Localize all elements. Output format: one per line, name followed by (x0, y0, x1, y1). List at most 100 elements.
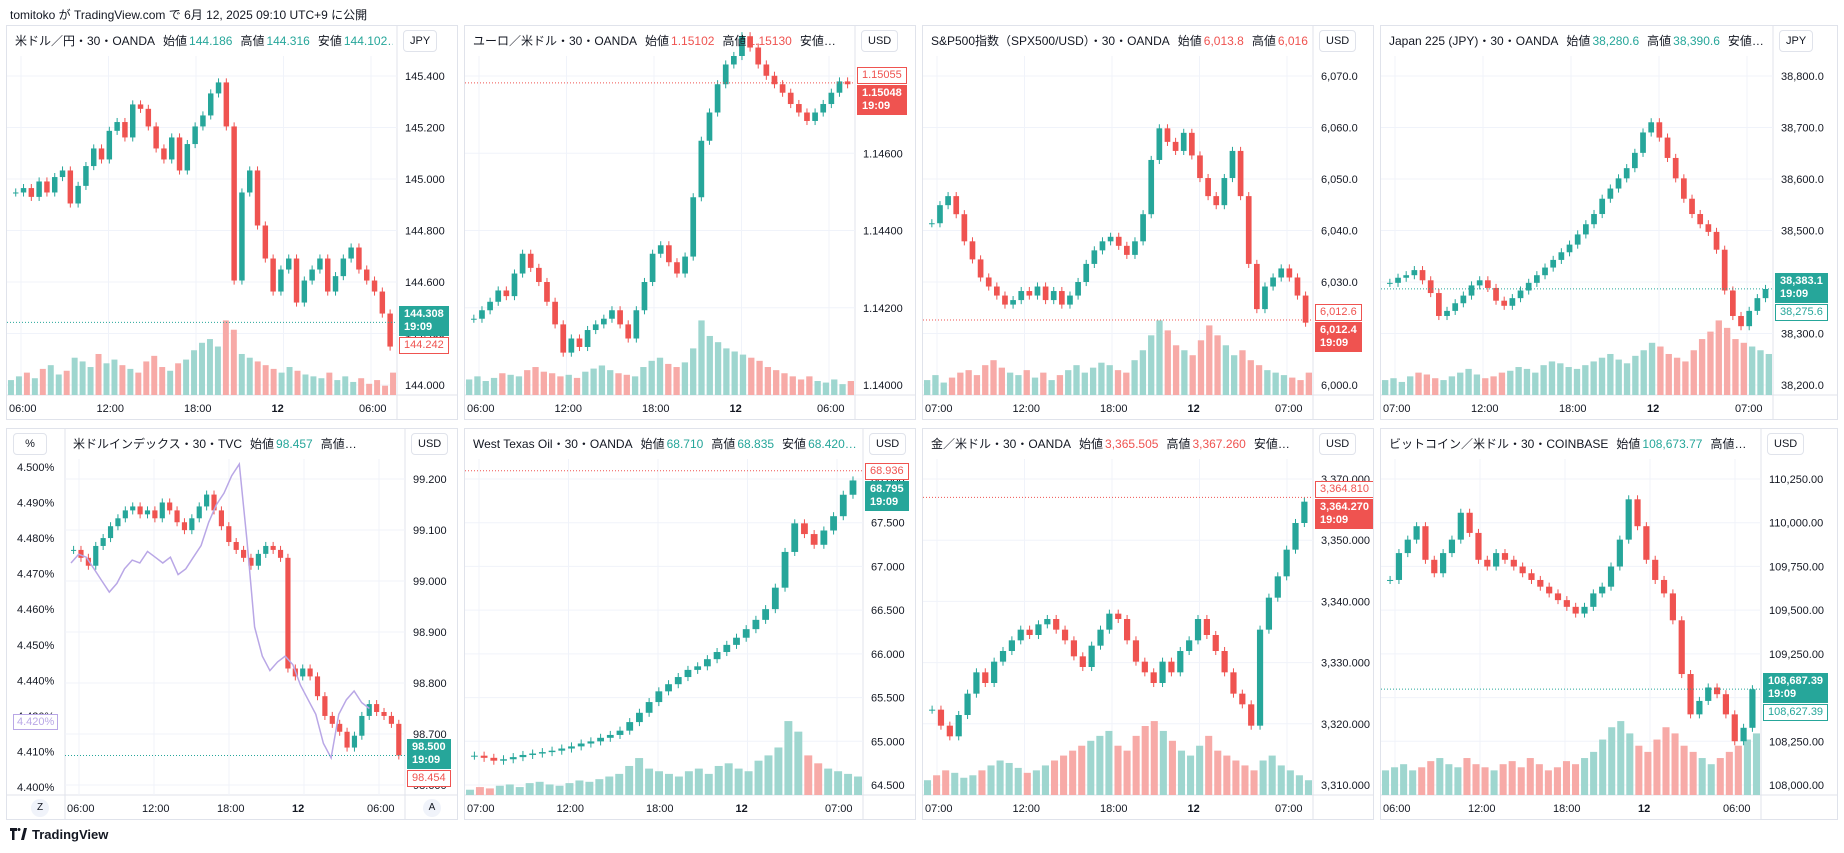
candle-body (122, 122, 128, 138)
symbol-title[interactable]: 金／米ドル・30・OANDA (931, 437, 1072, 451)
chart-panel[interactable]: 68.000 67.500 67.000 66.500 66.000 65.500 65.0… (464, 428, 916, 820)
candle-body (181, 522, 188, 531)
chart-legend[interactable]: ビットコイン／米ドル・30・COINBASE 始値 108,673.77 高値… (1389, 435, 1757, 452)
symbol-title[interactable]: ビットコイン／米ドル・30・COINBASE (1389, 437, 1609, 451)
reference-price-tag: 6,012.6 (1315, 303, 1362, 321)
chart-canvas[interactable]: 3,370.0003,350.0003,340.0003,330.0003,32… (923, 429, 1374, 820)
chart-panel[interactable]: 145.400145.200145.000144.800144.600144.4… (6, 25, 458, 420)
volume-bar (342, 376, 349, 395)
symbol-title[interactable]: West Texas Oil・30・OANDA (473, 437, 633, 451)
candle-body (617, 310, 623, 325)
volume-bar (1615, 359, 1622, 395)
symbol-title[interactable]: Japan 225 (JPY)・30・OANDA (1389, 34, 1559, 48)
candle-body (1302, 295, 1309, 323)
candle-body (1546, 586, 1553, 594)
price-tag-value: 6,012.6 (1320, 305, 1357, 318)
left-tick-label: 4.460% (17, 604, 55, 616)
candle-body (1034, 286, 1041, 296)
chart-legend[interactable]: 米ドル／円・30・OANDA 始値 144.186 高値 144.316 安値 144.10… (15, 32, 393, 49)
currency-unit-button[interactable]: USD (861, 30, 899, 52)
symbol-title[interactable]: S&P500指数（SPX500/USD）・30・OANDA (931, 34, 1170, 48)
chart-legend[interactable]: 米ドルインデックス・30・TVC 始値 98.457 高値… (73, 435, 401, 452)
candle-body (1274, 576, 1281, 598)
candle-body (1607, 566, 1615, 587)
y-tick-label: 67.000 (871, 561, 905, 573)
volume-bar (1590, 361, 1597, 395)
chart-canvas[interactable]: 38,800.038,700.038,600.038,500.038,400.0… (1381, 26, 1838, 420)
volume-bar (1725, 751, 1733, 795)
auto-scale-button[interactable]: A (423, 799, 441, 817)
candle-body (1141, 661, 1148, 673)
candle-body (1230, 672, 1237, 694)
candle-body (1754, 298, 1761, 311)
x-tick-label: 12:00 (557, 803, 585, 815)
chart-canvas[interactable]: 6,070.06,060.06,050.06,040.06,030.06,020… (923, 26, 1374, 420)
chart-legend[interactable]: ユーロ／米ドル・30・OANDA 始値 1.15102 高値 1.15130 安値… (473, 32, 851, 49)
volume-bar (1499, 764, 1507, 795)
chart-panel[interactable]: 1.148001.146001.144001.142001.1400006:00… (464, 25, 916, 420)
candle-body (487, 301, 493, 311)
chart-canvas[interactable]: 99.20099.10099.00098.90098.80098.70098.6… (7, 429, 458, 820)
candle-body (714, 84, 721, 113)
volume-bar (350, 381, 357, 395)
candle-body (1248, 704, 1255, 726)
symbol-title[interactable]: 米ドルインデックス・30・TVC (73, 437, 242, 451)
chart-panel[interactable]: 110,250.00 110,000.00 109,750.00 109,500.00… (1380, 428, 1838, 820)
volume-bar (1031, 377, 1039, 395)
candle-body (601, 318, 607, 325)
candle-body (1294, 277, 1301, 296)
volume-bar (1415, 372, 1422, 395)
volume-bar (933, 775, 941, 795)
x-tick-label: 07:00 (1275, 403, 1303, 415)
currency-unit-button[interactable]: USD (1767, 433, 1805, 455)
zoom-button[interactable]: Z (31, 799, 49, 817)
volume-bar (183, 359, 190, 395)
y-tick-label: 65.500 (871, 693, 905, 705)
volume-bar (748, 357, 755, 395)
currency-unit-button[interactable]: USD (1319, 30, 1357, 52)
chart-canvas[interactable]: 68.00067.50067.00066.50066.00065.50065.0… (465, 429, 916, 820)
ohlc-label: 高値 (1166, 437, 1191, 451)
y-tick-label: 110,000.00 (1769, 518, 1823, 530)
candle-body (479, 310, 485, 319)
chart-legend[interactable]: 金／米ドル・30・OANDA 始値 3,365.505 高値 3,367.260 安値… (931, 435, 1309, 452)
x-tick-label: 07:00 (925, 803, 953, 815)
price-tag-countdown: 19:09 (412, 754, 441, 767)
volume-bar (960, 777, 968, 795)
candle-body (713, 652, 721, 660)
symbol-title[interactable]: 米ドル／円・30・OANDA (15, 34, 156, 48)
x-tick-label: 07:00 (467, 803, 495, 815)
chart-canvas[interactable]: 145.400145.200145.000144.800144.600144.4… (7, 26, 458, 420)
chart-panel[interactable]: 3,370.000 3,350.000 3,340.000 3,330.000 3,32… (922, 428, 1374, 820)
currency-unit-button[interactable]: USD (1319, 433, 1357, 455)
tradingview-footer[interactable]: TradingView (10, 827, 108, 842)
volume-bar (1078, 745, 1086, 795)
volume-bar (605, 776, 614, 795)
candle-body (1558, 252, 1565, 260)
currency-unit-button[interactable]: USD (411, 433, 449, 455)
symbol-title[interactable]: ユーロ／米ドル・30・OANDA (473, 34, 638, 48)
candle-body (849, 480, 857, 495)
currency-unit-button[interactable]: JPY (1779, 30, 1814, 52)
chart-legend[interactable]: Japan 225 (JPY)・30・OANDA 始値 38,280.6 高値 38,3… (1389, 32, 1769, 49)
candle-body (1091, 250, 1098, 264)
volume-bar (390, 372, 396, 395)
candle-body (1283, 549, 1290, 577)
candle-body (248, 557, 254, 566)
chart-panel[interactable]: 99.20099.10099.00098.90098.80098.70098.6… (6, 428, 458, 820)
chart-canvas[interactable]: 110,250.00 110,000.00 109,750.00 109,500.00… (1381, 429, 1838, 820)
chart-panel[interactable]: 6,070.06,060.06,050.06,040.06,030.06,020… (922, 25, 1374, 420)
ohlc-label: 始値 (1566, 34, 1591, 48)
currency-unit-button[interactable]: USD (869, 433, 907, 455)
candle-body (169, 137, 175, 160)
currency-unit-button[interactable]: JPY (403, 30, 438, 52)
left-unit-button[interactable]: % (13, 433, 47, 455)
volume-bar (1096, 735, 1104, 795)
chart-legend[interactable]: West Texas Oil・30・OANDA 始値 68.710 高値 68.835 安… (473, 435, 859, 452)
chart-canvas[interactable]: 1.148001.146001.144001.142001.1400006:00… (465, 26, 916, 420)
candle-body (641, 282, 648, 311)
chart-legend[interactable]: S&P500指数（SPX500/USD）・30・OANDA 始値 6,013.8 高値… (931, 32, 1309, 49)
chart-panel[interactable]: 38,800.038,700.038,600.038,500.038,400.0… (1380, 25, 1838, 420)
x-tick-label: 18:00 (217, 803, 245, 815)
candle-body (1550, 259, 1557, 268)
